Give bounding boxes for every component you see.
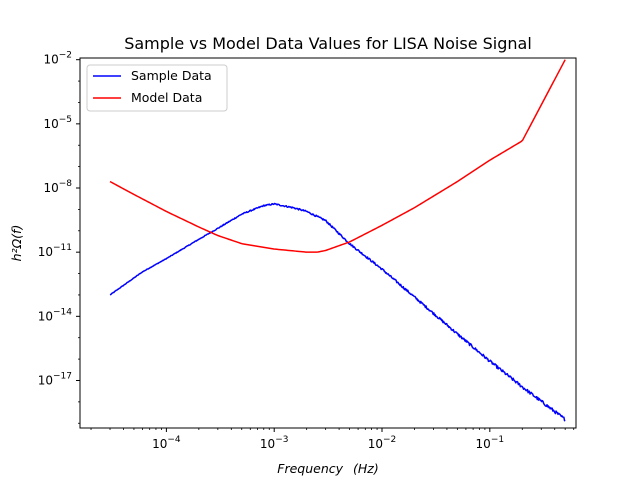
series-line-model-data (109, 59, 566, 253)
series-line-sample-data (109, 202, 566, 422)
y-tick-label: 10−14 (38, 307, 73, 323)
axis-ticks: 10−4 10−3 10−2 10−1 10−17 10−14 10−11 10−8 10−5 1… (38, 51, 575, 451)
axes-frame (79, 57, 577, 429)
y-tick-label: 10−5 (43, 115, 72, 131)
y-tick-label: 10−11 (38, 243, 72, 259)
legend: Sample Data Model Data (86, 64, 228, 112)
x-axis-label: Frequency (Hz) (277, 461, 378, 476)
plot-area (109, 59, 566, 422)
legend-box (86, 64, 228, 112)
x-axis-label-unit: (Hz) (353, 461, 379, 476)
y-axis-label: h²Ω(f) (9, 225, 24, 262)
y-tick-label: 10−2 (43, 51, 72, 67)
y-tick-label: 10−17 (38, 371, 72, 387)
x-tick-label: 10−4 (152, 435, 181, 451)
chart-title: Sample vs Model Data Values for LISA Noi… (124, 34, 532, 53)
legend-label-sample-data: Sample Data (131, 68, 212, 83)
x-tick-label: 10−2 (368, 435, 397, 451)
y-tick-label: 10−8 (43, 179, 72, 195)
x-tick-label: 10−1 (476, 435, 505, 451)
legend-label-model-data: Model Data (131, 90, 202, 105)
x-tick-label: 10−3 (260, 435, 289, 451)
x-axis-label-name: Frequency (277, 461, 343, 476)
